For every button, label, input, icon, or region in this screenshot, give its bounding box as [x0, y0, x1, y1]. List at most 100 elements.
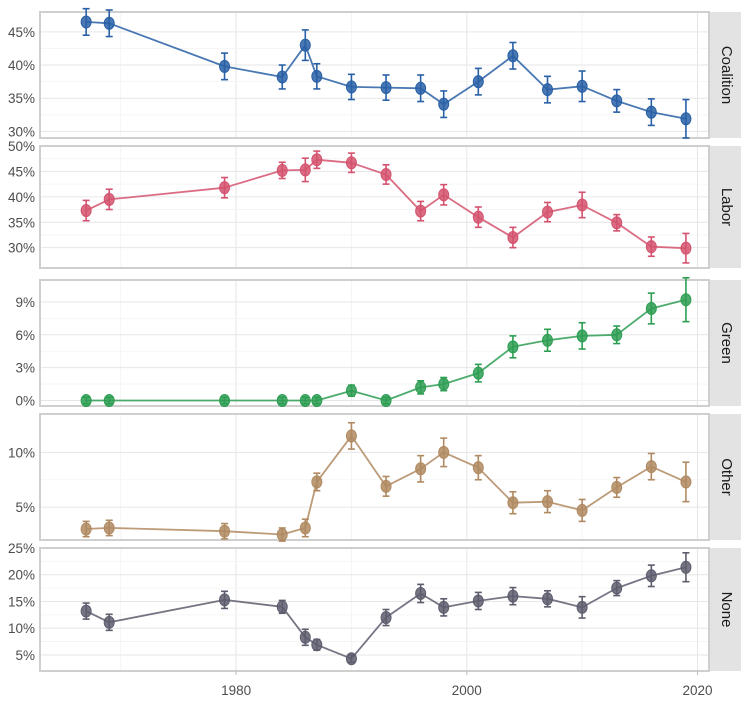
- data-point: [80, 604, 92, 618]
- data-point: [472, 461, 484, 475]
- data-point: [415, 586, 427, 600]
- data-point: [299, 38, 311, 52]
- data-point: [576, 503, 588, 517]
- data-point: [299, 394, 311, 408]
- strip-label: Green: [718, 322, 735, 364]
- data-point: [576, 600, 588, 614]
- data-point: [380, 479, 392, 493]
- data-point: [103, 192, 115, 206]
- data-point: [576, 198, 588, 212]
- y-tick-label: 35%: [8, 91, 35, 106]
- data-point: [299, 521, 311, 535]
- data-point: [345, 652, 357, 666]
- strip-background: [710, 146, 741, 268]
- x-tick-label: 1980: [221, 683, 251, 698]
- y-tick-label: 5%: [15, 648, 35, 663]
- data-point: [645, 301, 657, 315]
- data-point: [80, 522, 92, 536]
- y-tick-label: 9%: [15, 295, 35, 310]
- strip-label: Labor: [718, 188, 735, 226]
- y-tick-label: 50%: [8, 139, 35, 154]
- data-point: [507, 496, 519, 510]
- data-point: [507, 589, 519, 603]
- data-point: [276, 70, 288, 84]
- panel-labor: 30% 35% 40% 45% 50% Labor: [8, 139, 741, 269]
- data-point: [380, 611, 392, 625]
- data-point: [611, 581, 623, 595]
- y-tick-label: 10%: [8, 445, 35, 460]
- data-point: [542, 592, 554, 606]
- x-tick-label: 2020: [682, 683, 712, 698]
- data-point: [542, 495, 554, 509]
- data-point: [645, 105, 657, 119]
- y-tick-label: 30%: [8, 124, 35, 139]
- y-tick-label: 35%: [8, 215, 35, 230]
- y-tick-label: 5%: [15, 500, 35, 515]
- data-point: [472, 594, 484, 608]
- y-tick-label: 40%: [8, 190, 35, 205]
- data-point: [507, 340, 519, 354]
- data-point: [680, 475, 692, 489]
- y-tick-label: 30%: [8, 241, 35, 256]
- data-point: [415, 462, 427, 476]
- data-point: [219, 394, 231, 408]
- x-tick-label: 2000: [452, 683, 482, 698]
- data-point: [542, 83, 554, 97]
- strip-background: [710, 414, 741, 540]
- data-point: [219, 59, 231, 73]
- y-tick-label: 45%: [8, 25, 35, 40]
- data-point: [276, 163, 288, 177]
- strip-label: Other: [718, 458, 735, 496]
- data-point: [645, 240, 657, 254]
- data-point: [103, 394, 115, 408]
- data-point: [438, 188, 450, 202]
- data-point: [299, 630, 311, 644]
- data-point: [611, 94, 623, 108]
- y-tick-label: 40%: [8, 58, 35, 73]
- data-point: [438, 445, 450, 459]
- data-point: [103, 16, 115, 30]
- data-point: [576, 329, 588, 343]
- y-tick-label: 15%: [8, 594, 35, 609]
- strip-background: [710, 12, 741, 138]
- data-point: [680, 560, 692, 574]
- strip-background: [710, 548, 741, 671]
- data-point: [680, 241, 692, 255]
- data-point: [311, 638, 323, 652]
- data-point: [345, 156, 357, 170]
- strip-background: [710, 280, 741, 406]
- data-point: [415, 81, 427, 95]
- y-tick-label: 6%: [15, 328, 35, 343]
- data-point: [219, 181, 231, 195]
- data-point: [680, 112, 692, 126]
- x-axis: 1980 2000 2020: [221, 671, 712, 698]
- data-point: [80, 15, 92, 29]
- data-point: [542, 333, 554, 347]
- strip-label: None: [718, 592, 735, 628]
- data-point: [103, 521, 115, 535]
- panel-none: 5% 10% 15% 20% 25% None: [8, 541, 741, 672]
- data-point: [276, 394, 288, 408]
- data-point: [276, 528, 288, 542]
- y-tick-label: 0%: [15, 394, 35, 409]
- data-point: [311, 394, 323, 408]
- strip-label: Coalition: [718, 46, 735, 104]
- y-tick-label: 10%: [8, 621, 35, 636]
- data-point: [472, 75, 484, 89]
- data-point: [415, 204, 427, 218]
- panel-border: [39, 279, 710, 407]
- panel-border: [39, 11, 710, 139]
- data-point: [415, 380, 427, 394]
- data-point: [80, 204, 92, 218]
- panel-background: [40, 414, 709, 540]
- data-point: [311, 69, 323, 83]
- panel-background: [40, 548, 709, 671]
- y-tick-label: 3%: [15, 361, 35, 376]
- data-point: [438, 377, 450, 391]
- data-point: [507, 49, 519, 63]
- data-point: [219, 593, 231, 607]
- data-point: [80, 394, 92, 408]
- data-point: [576, 79, 588, 93]
- panel-other: 5% 10% Other: [8, 413, 741, 542]
